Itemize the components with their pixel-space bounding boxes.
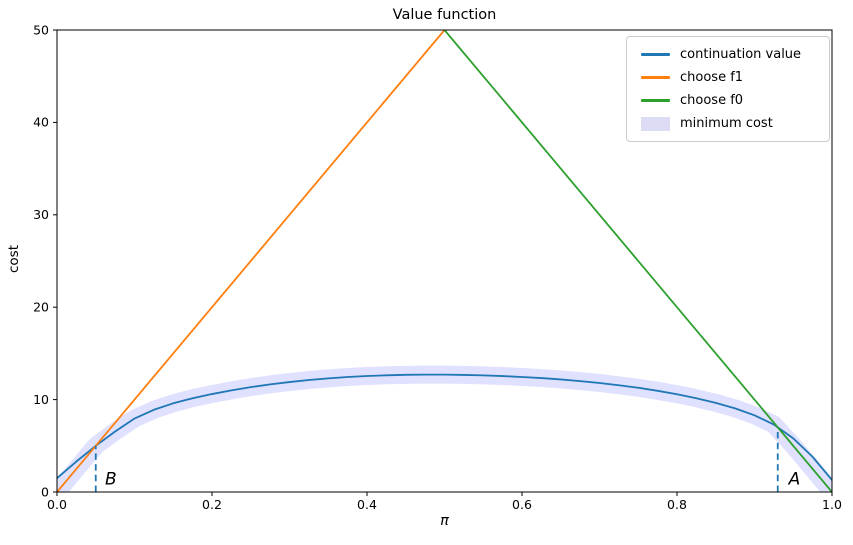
legend-label-choose-f0: choose f0: [680, 93, 744, 108]
legend-label-continuation-value: continuation value: [680, 47, 802, 62]
legend-item-minimum-cost: minimum cost: [641, 115, 817, 132]
x-tick-label: 0.8: [667, 497, 687, 512]
legend-label-minimum-cost: minimum cost: [680, 116, 773, 131]
plot-region: [57, 30, 832, 492]
x-tick-label: 0.6: [512, 497, 532, 512]
legend-swatch-minimum-cost-band: [641, 116, 670, 131]
x-tick-label: 0.2: [202, 497, 222, 512]
y-tick-label: 40: [33, 115, 49, 130]
x-tick-label: 1.0: [822, 497, 842, 512]
y-tick-label: 50: [33, 22, 49, 37]
series-continuation-value: [57, 373, 832, 481]
legend-swatch-choose-f1-line: [641, 76, 670, 79]
series-minimum-cost-band: [57, 365, 832, 492]
y-tick-label: 10: [33, 392, 49, 407]
legend-item-continuation-value: continuation value: [641, 46, 817, 63]
annotation-B: B: [105, 470, 117, 490]
y-tick-label: 30: [33, 207, 49, 222]
x-tick-label: 0.4: [357, 497, 377, 512]
axes-spines: [56, 29, 833, 493]
series-choose-f0: [443, 30, 832, 492]
chart-title: Value function: [392, 7, 497, 23]
x-tick-label: 0.0: [47, 497, 67, 512]
legend-swatch-continuation-value-line: [641, 53, 670, 56]
legend-swatch-choose-f0-line: [641, 99, 670, 102]
annotation-A: A: [788, 470, 801, 490]
legend: continuation value choose f1 choose f0 m…: [626, 36, 830, 142]
y-tick-label: 0: [41, 484, 49, 499]
legend-label-choose-f1: choose f1: [680, 70, 744, 85]
series-choose-f1: [57, 30, 446, 492]
y-axis-label: cost: [6, 245, 22, 274]
legend-item-choose-f1: choose f1: [641, 69, 817, 86]
legend-item-choose-f0: choose f0: [641, 92, 817, 109]
x-axis-label: π: [440, 513, 449, 529]
y-tick-label: 20: [33, 300, 49, 315]
